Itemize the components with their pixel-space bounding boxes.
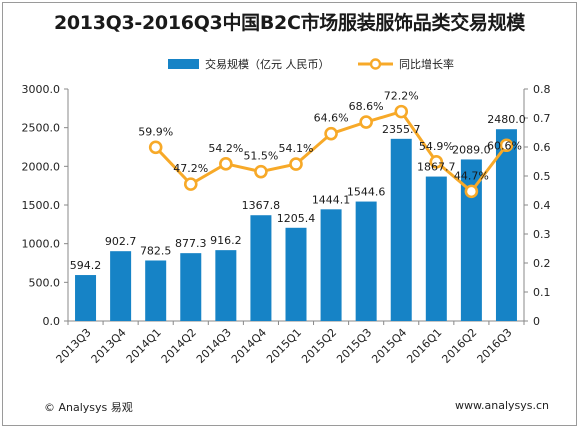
- growth-rate-label: 59.9%: [138, 125, 173, 138]
- legend-line-marker: [369, 58, 382, 70]
- bar: [425, 176, 447, 321]
- y-left-tick-label: 1000.0: [22, 238, 61, 251]
- bar-value-label: 1205.4: [277, 212, 316, 225]
- growth-rate-label: 64.6%: [314, 112, 349, 125]
- x-tick-label: 2015Q3: [334, 326, 374, 366]
- y-left-tick-label: 2500.0: [22, 122, 61, 135]
- growth-marker: [254, 164, 268, 179]
- bar: [460, 159, 482, 321]
- bar: [145, 260, 167, 321]
- growth-marker: [499, 138, 514, 153]
- bar: [215, 250, 237, 321]
- growth-marker: [359, 115, 373, 129]
- growth-rate-label: 47.2%: [173, 162, 208, 175]
- bar-value-label: 877.3: [175, 237, 207, 250]
- growth-rate-label: 60.6%: [487, 139, 522, 152]
- bar: [390, 138, 412, 321]
- growth-marker: [148, 140, 163, 155]
- bar: [110, 251, 132, 321]
- growth-rate-label: 44.7%: [454, 169, 489, 182]
- y-right-tick-label: 0.3: [533, 228, 551, 241]
- growth-marker: [429, 154, 444, 169]
- bar: [320, 209, 342, 321]
- x-tick-label: 2016Q1: [404, 326, 444, 366]
- bar-value-label: 916.2: [210, 234, 242, 247]
- growth-marker: [324, 126, 338, 141]
- x-tick-label: 2016Q3: [475, 326, 515, 366]
- growth-rate-label: 68.6%: [349, 100, 384, 113]
- y-right-tick-label: 0.2: [533, 257, 551, 270]
- growth-marker: [394, 104, 409, 119]
- bar: [250, 215, 272, 321]
- bar-value-label: 2089.0: [452, 143, 491, 156]
- y-left-tick-label: 2000.0: [22, 160, 61, 173]
- bar-value-label: 2355.7: [382, 123, 421, 136]
- x-tick-label: 2014Q4: [229, 326, 269, 366]
- legend-line-label: 同比增长率: [399, 57, 454, 71]
- x-tick-label: 2014Q1: [124, 326, 164, 366]
- bar-value-label: 1867.7: [417, 161, 456, 174]
- bar-value-label: 1444.1: [312, 193, 351, 206]
- footer-copyright: © Analysys 易观: [44, 401, 133, 414]
- bar: [75, 275, 97, 321]
- footer-website: www.analysys.cn: [455, 399, 549, 412]
- growth-rate-label: 54.9%: [419, 140, 454, 153]
- x-tick-label: 2013Q3: [54, 326, 94, 366]
- growth-marker: [183, 177, 198, 191]
- bar-value-label: 1367.8: [242, 199, 281, 212]
- chart-title: 2013Q3-2016Q3中国B2C市场服装服饰品类交易规模: [53, 12, 526, 34]
- y-right-tick-label: 0.5: [533, 170, 551, 183]
- y-right-tick-label: 0.6: [533, 141, 551, 154]
- bar-value-label: 782.5: [140, 244, 172, 257]
- bar: [355, 201, 377, 321]
- y-left-tick-label: 500.0: [29, 276, 61, 289]
- growth-marker: [289, 157, 303, 171]
- y-right-tick-label: 0.7: [533, 112, 551, 125]
- growth-marker: [219, 157, 233, 171]
- x-tick-label: 2015Q2: [299, 326, 339, 366]
- y-left-tick-label: 0.0: [43, 315, 61, 328]
- growth-rate-label: 54.2%: [208, 142, 243, 155]
- growth-rate-label: 51.5%: [243, 150, 278, 163]
- legend-bar-label: 交易规模（亿元 人民币）: [205, 57, 330, 71]
- x-tick-label: 2016Q2: [439, 326, 479, 366]
- y-right-tick-label: 0.1: [533, 286, 551, 299]
- growth-rate-label: 72.2%: [384, 90, 419, 103]
- x-tick-label: 2015Q1: [264, 326, 304, 366]
- bar: [495, 129, 517, 321]
- bar-value-label: 2480.0: [487, 113, 526, 126]
- bar: [180, 253, 202, 321]
- x-tick-label: 2014Q2: [159, 326, 199, 366]
- y-right-tick-label: 0.4: [533, 199, 551, 212]
- y-right-tick-label: 0.8: [533, 83, 551, 96]
- bar-value-label: 902.7: [105, 235, 137, 248]
- x-tick-label: 2014Q3: [194, 326, 234, 366]
- bar-value-label: 594.2: [70, 259, 102, 272]
- x-tick-label: 2013Q4: [89, 326, 129, 366]
- bar: [285, 227, 307, 321]
- y-left-tick-label: 3000.0: [22, 83, 61, 96]
- y-right-tick-label: 0: [533, 315, 540, 328]
- y-left-tick-label: 1500.0: [22, 199, 61, 212]
- bar-value-label: 1544.6: [347, 186, 386, 199]
- growth-marker: [464, 184, 479, 199]
- legend-bar-swatch: [168, 59, 199, 69]
- growth-rate-label: 54.1%: [279, 142, 314, 155]
- x-tick-label: 2015Q4: [369, 326, 409, 366]
